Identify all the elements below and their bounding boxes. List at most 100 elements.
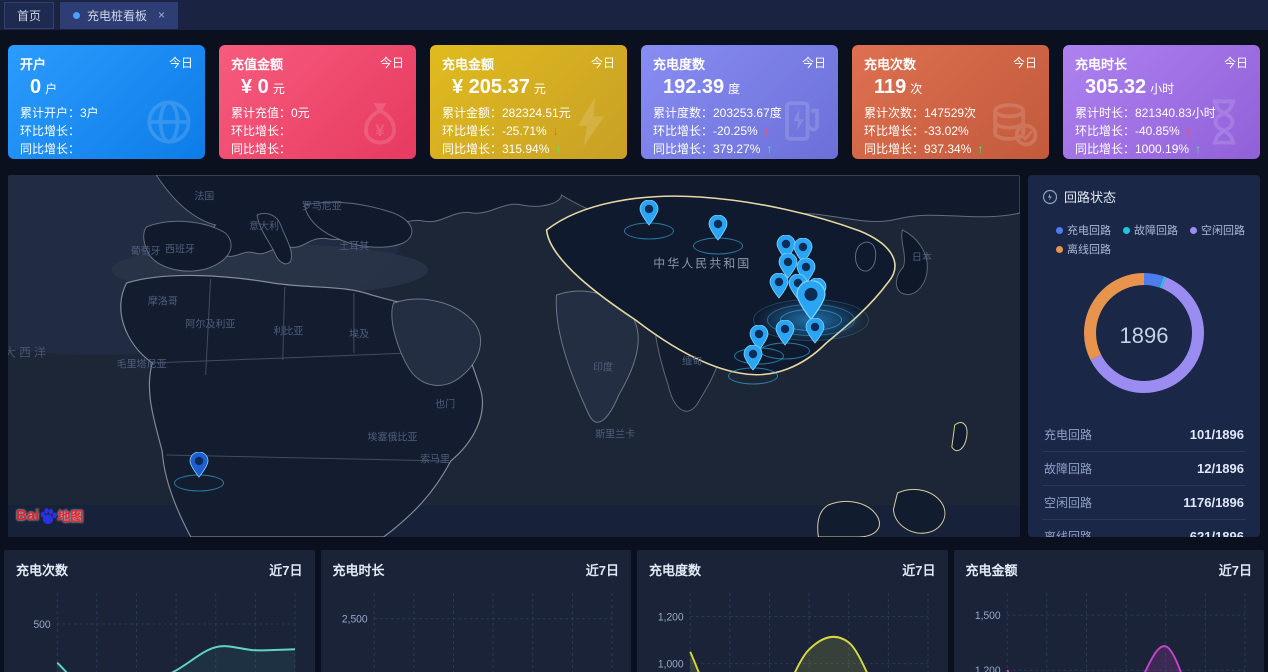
stat-card-title: 开户 [20,57,47,72]
chart-title: 充电金额 [965,563,1018,578]
svg-text:1,000: 1,000 [658,658,684,670]
chart-range-label: 近7日 [902,563,936,578]
stat-card-title: 充电次数 [864,57,917,72]
stat-card-title: 充电时长 [1075,57,1128,72]
stat-card-row: 环比增长：-25.71% ↓ [442,124,559,138]
map-country-label: 罗马尼亚 [301,201,342,213]
map-location-pin[interactable] [805,317,825,349]
map-location-pin[interactable] [639,199,659,231]
map-china-label: 中华人民共和国 [653,256,752,271]
stat-card-5: 充电次数 今日 119 次累计次数：147529次 环比增长：-33.02% ↓ 同比增长：… [852,45,1049,159]
stat-card-3: 充电金额 今日 ¥ 205.37 元累计金额：282324.51元 环比增长：-25.7… [430,45,627,159]
map-country-label: 索马里 [420,454,451,466]
stat-card-today-badge: 今日 [168,56,193,70]
stat-card-row: 累计度数：203253.67度 [653,106,782,120]
stat-card-title: 充值金额 [231,57,284,72]
svg-text:400: 400 [33,670,50,672]
circuit-row: 故障回路 12/1896 [1042,452,1246,486]
svg-text:2,500: 2,500 [341,613,367,625]
stat-card-row: 同比增长： [231,142,292,156]
stat-card-today-badge: 今日 [379,56,404,70]
map-location-pin[interactable] [769,272,789,304]
svg-text:1,500: 1,500 [974,610,1000,622]
map-country-label: 阿尔及利亚 [185,319,236,331]
map-location-pin[interactable] [189,451,209,483]
stat-card-row: 累计开户：3户 [20,106,99,120]
stat-card-row: 累计时长：821340.83小时 [1075,106,1216,120]
map-country-label: 摩洛哥 [147,296,178,308]
map-country-label: 缅甸 [682,356,703,368]
map-country-label: 土耳其 [339,241,370,253]
map-location-pin[interactable] [778,252,798,284]
baidu-paw-icon [41,507,58,524]
stat-card-today-badge: 今日 [1223,56,1248,70]
map-location-pin[interactable] [708,214,728,246]
baidu-map-panel[interactable]: 法国 罗马尼亚 意大利 西班牙 葡萄牙 土耳其 摩洛哥 阿尔及利亚 利比亚 埃及 毛里塔尼亚 也门 埃塞… [8,175,1020,537]
map-country-label: 意大利 [249,221,280,233]
map-country-label: 印度 [593,362,614,374]
stat-card-1: 开户 今日 0 户累计开户：3户 环比增长： 同比增长： [8,45,205,159]
baidu-logo-text: Bai [16,507,40,524]
tab-dashboard[interactable]: 充电桩看板 × [60,1,179,29]
stat-card-today-badge: 今日 [801,56,826,70]
circuit-status-icon [1042,189,1058,204]
legend-item[interactable]: 充电回路 [1056,222,1111,238]
map-location-pin[interactable] [749,324,769,356]
circuit-donut-chart: 1896 [1074,263,1214,408]
active-tab-dot-icon [73,11,81,19]
map-location-pin[interactable] [775,319,795,351]
stat-card-row: 环比增长：-40.85% ↓ [1075,124,1192,138]
stat-card-value: 192.39 度 [663,76,741,98]
map-country-label: 斯里兰卡 [595,429,636,441]
main-row: 法国 罗马尼亚 意大利 西班牙 葡萄牙 土耳其 摩洛哥 阿尔及利亚 利比亚 埃及 毛里塔尼亚 也门 埃塞… [0,175,1268,537]
map-country-label: 毛里塔尼亚 [116,359,167,371]
chart-range-label: 近7日 [1218,563,1252,578]
charts-row: 充电次数 近7日 500400300 充电时长 近7日 2,5002,0001,500 充电… [0,550,1268,672]
baidu-maps-logo: Bai 地图 [16,506,83,525]
stat-card-value: 305.32 小时 [1085,76,1175,98]
baidu-logo-map-text: 地图 [57,509,84,524]
line-chart: 500400300 [33,593,296,672]
circuit-legend: 充电回路 故障回路 空闲回路离线回路 [1056,222,1246,257]
stat-card-2: 充值金额 今日 ¥ 0 元累计充值：0元 环比增长： 同比增长： ¥ [219,45,416,159]
trend-down-icon: ↓ [763,124,770,138]
line-chart: 2,5002,0001,500 [341,593,612,672]
tab-home[interactable]: 首页 [4,1,55,29]
trend-down-icon: ↓ [552,124,559,138]
stat-card-title: 充电度数 [653,57,706,72]
stat-card-row: 累计充值：0元 [231,106,310,120]
circuit-row: 空闲回路 1176/1896 [1042,486,1246,520]
stat-card-row: 同比增长：315.94% ↑ [442,142,562,156]
map-location-pin[interactable] [795,279,826,328]
legend-item[interactable]: 故障回路 [1123,222,1178,238]
chart-title: 充电次数 [16,563,69,578]
stat-card-title: 充电金额 [442,57,495,72]
hourglass-icon [1194,92,1254,157]
map-country-label: 埃塞俄比亚 [367,432,418,444]
trend-down-icon: ↓ [1185,124,1192,138]
tab-bar: 首页 充电桩看板 × [0,0,1268,30]
ocean-label: 大西洋 [8,345,50,360]
trend-up-icon: ↑ [1195,142,1202,156]
legend-item[interactable]: 离线回路 [1056,241,1111,257]
stat-card-row: 同比增长： [20,142,81,156]
svg-text:1,200: 1,200 [658,611,684,623]
tab-close-icon[interactable]: × [158,8,166,22]
map-country-label: 葡萄牙 [130,246,161,258]
svg-text:¥: ¥ [375,121,385,140]
map-location-pin[interactable] [743,344,763,376]
stat-card-row: 同比增长：937.34% ↑ [864,142,984,156]
chart-range-label: 近7日 [269,563,303,578]
legend-item[interactable]: 空闲回路 [1190,222,1245,238]
chart-title: 充电时长 [332,563,385,578]
stat-card-value: 119 次 [874,76,923,98]
map-location-pin[interactable] [793,237,813,269]
circuit-status-panel: 回路状态 充电回路 故障回路 空闲回路 离线回路 1896 充电回路 101/1896 故… [1028,175,1260,537]
charging-pile-icon [772,92,832,157]
map-country-label: 西班牙 [165,244,196,256]
stat-card-row: 环比增长：-20.25% ↓ [653,124,770,138]
